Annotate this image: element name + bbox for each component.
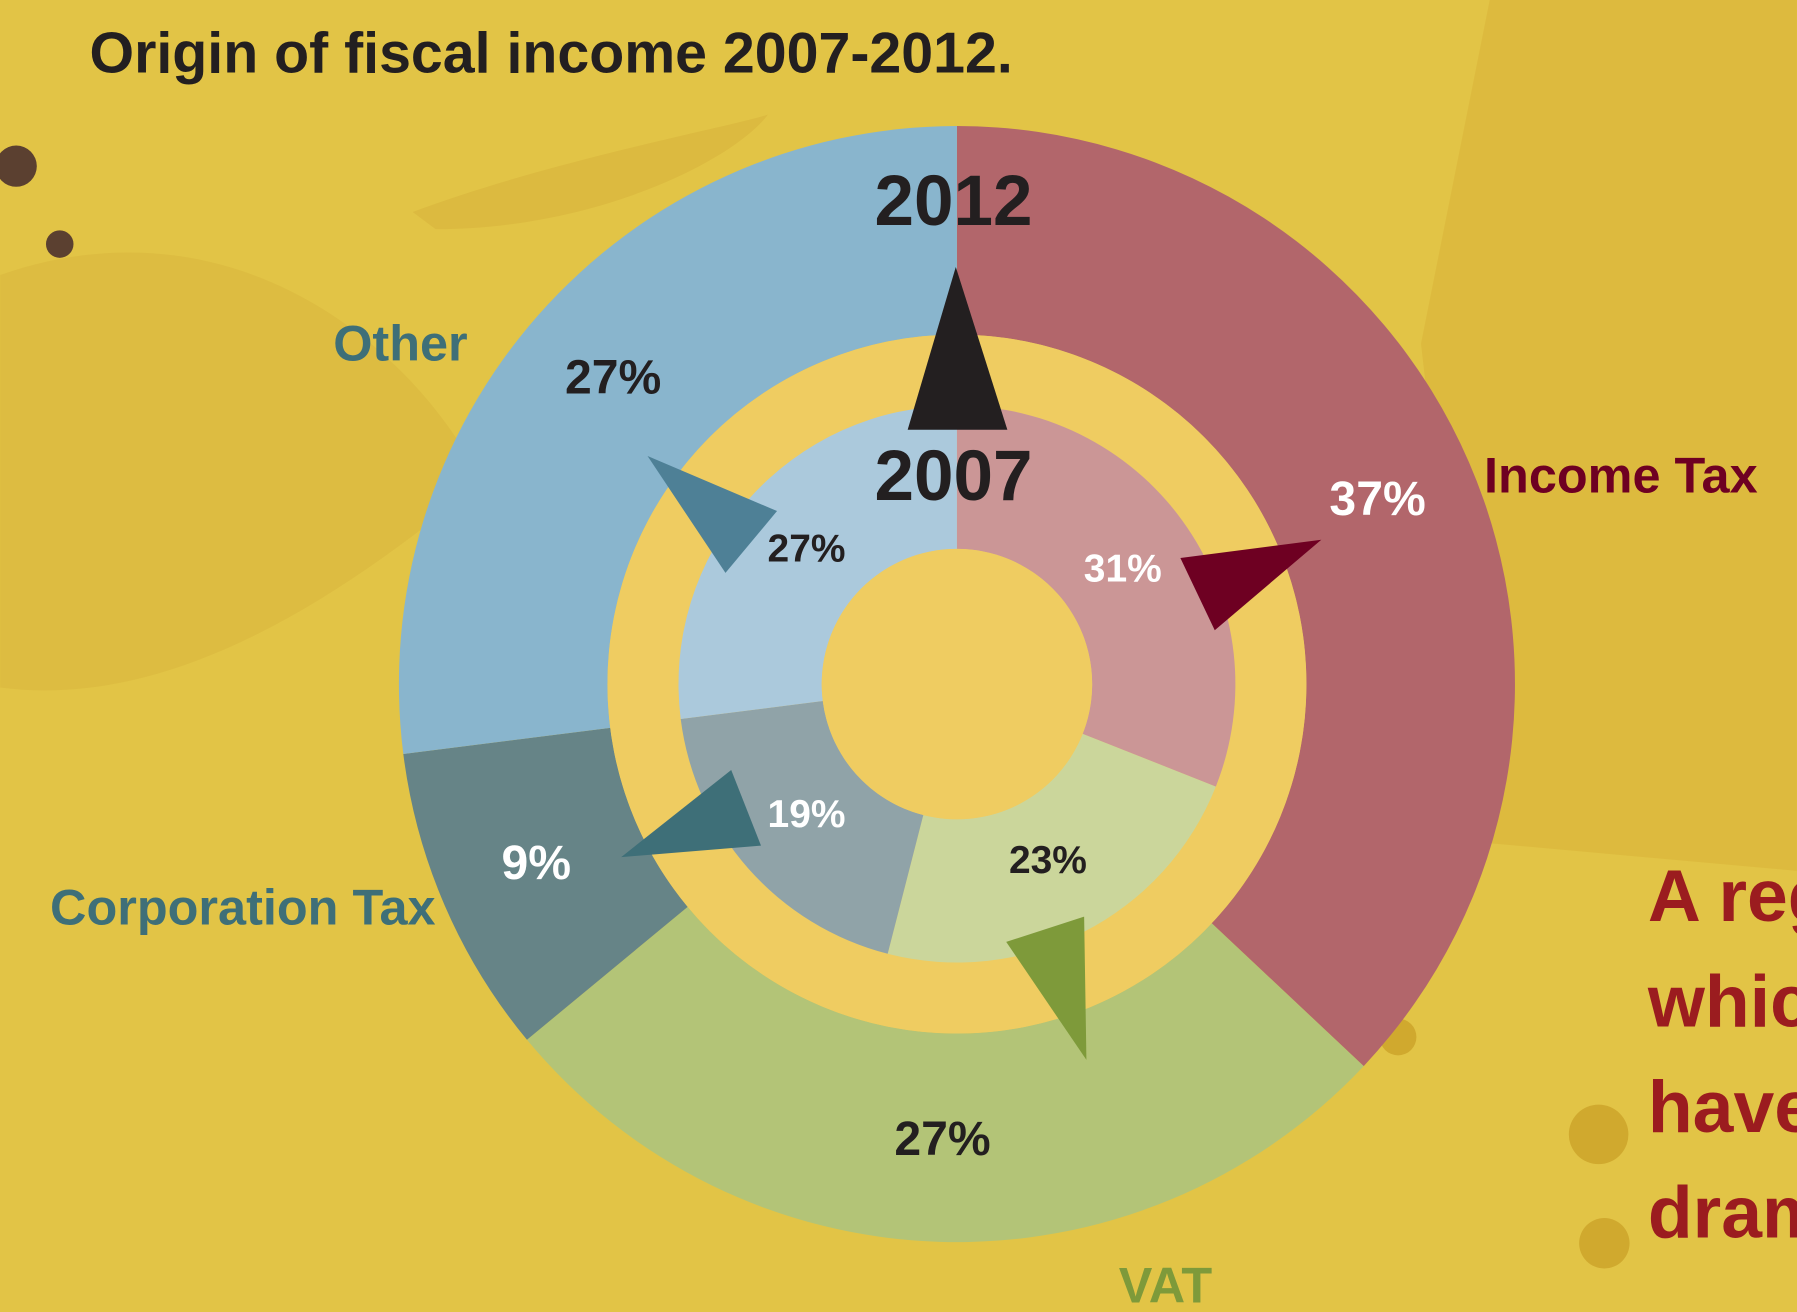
ring-segment — [956, 405, 1236, 787]
ring-segment — [680, 701, 924, 954]
category-label: Income Tax — [1484, 446, 1758, 503]
value-label: 27% — [768, 528, 846, 571]
year-label: 2007 — [874, 437, 1032, 516]
value-label: 31% — [1084, 548, 1162, 591]
value-label: 27% — [894, 1112, 990, 1166]
side-text-line: dram — [1648, 1171, 1797, 1253]
side-text-line: have — [1648, 1066, 1797, 1148]
side-text-line: whic — [1647, 961, 1797, 1043]
value-label: 27% — [565, 351, 661, 405]
value-label: 23% — [1009, 839, 1087, 882]
value-label: 19% — [768, 793, 846, 836]
ring-segment — [398, 126, 957, 755]
chart-title: Origin of fiscal income 2007-2012. — [90, 21, 1013, 85]
ring-segment — [526, 906, 1364, 1243]
side-text-line: A reg — [1648, 855, 1797, 937]
ring-segment — [678, 405, 957, 719]
category-label: Other — [333, 315, 467, 372]
ring-segment — [956, 126, 1515, 1067]
value-label: 9% — [502, 836, 572, 890]
year-label: 2012 — [874, 162, 1032, 241]
side-text: A reg whic have dram — [1647, 855, 1797, 1253]
ring-segment — [887, 733, 1216, 963]
value-label: 37% — [1329, 472, 1425, 526]
category-label: VAT — [1119, 1256, 1213, 1312]
category-label: Corporation Tax — [50, 878, 436, 935]
ring-segment — [403, 727, 688, 1040]
pointers — [621, 266, 1322, 1060]
center-hole — [821, 548, 1093, 820]
rings — [398, 126, 1515, 1243]
